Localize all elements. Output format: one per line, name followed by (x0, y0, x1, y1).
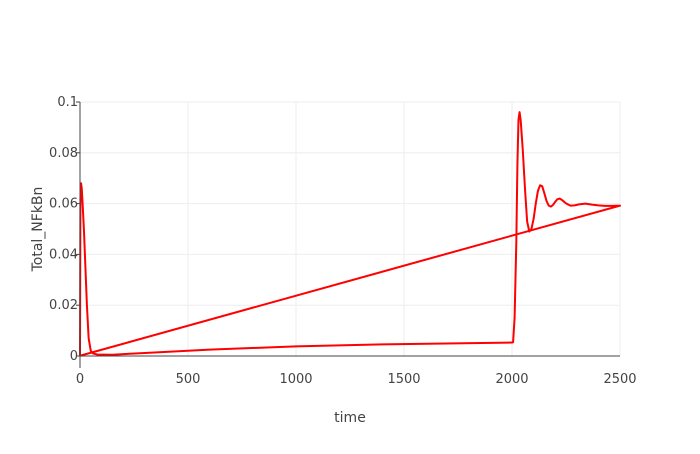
x-tick-label: 2500 (603, 372, 636, 387)
axes (79, 102, 620, 368)
y-tick-label: 0.06 (49, 197, 78, 212)
y-tick-label: 0.02 (49, 298, 78, 313)
y-tick-label: 0.08 (49, 146, 78, 161)
x-tick-label: 1500 (387, 372, 420, 387)
series-layer (79, 111, 621, 357)
x-tick-label: 2000 (495, 372, 528, 387)
x-tick-label: 0 (76, 372, 84, 387)
tick-labels: 0 500 1000 1500 2000 2500 0 0.02 0.04 0.06 0.08 0.1 (49, 95, 637, 387)
y-tick-label: 0.04 (49, 247, 78, 262)
y-tick-label: 0.1 (57, 95, 78, 110)
grid (80, 101, 621, 356)
y-axis-title: Total_NFkBn (30, 187, 46, 273)
y-tick-label: 0 (70, 349, 78, 364)
x-tick-label: 500 (176, 372, 201, 387)
x-axis-title: time (334, 410, 366, 426)
x-tick-label: 1000 (279, 372, 312, 387)
series-line-0 (79, 111, 621, 357)
